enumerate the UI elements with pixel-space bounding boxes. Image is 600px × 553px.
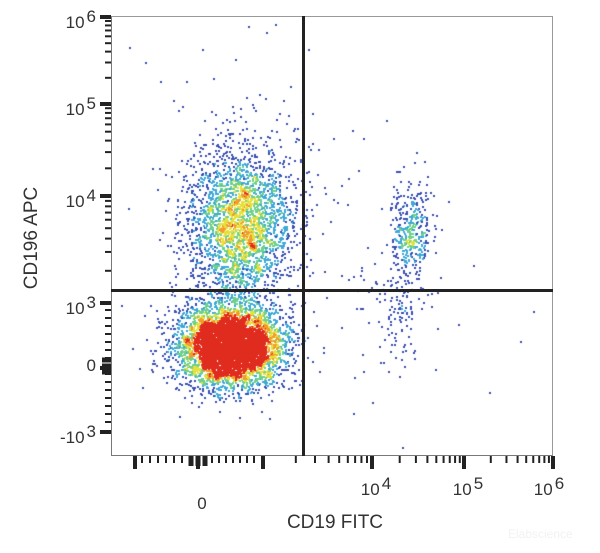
x-tick-label: 10 4 [360, 474, 392, 499]
y-tick-label: 0 [86, 356, 96, 375]
x-tick-label: 10 5 [452, 474, 484, 499]
y-tick-label: 10 5 [65, 94, 96, 119]
y-tick-label: 10 3 [65, 293, 96, 318]
x-axis-title: CD19 FITC [286, 512, 384, 533]
y-tick-label: 10 6 [65, 7, 96, 32]
quadrant-gate-vertical[interactable] [302, 16, 305, 456]
y-axis-title: CD196 APC [21, 186, 42, 290]
y-tick-label: 10 4 [65, 186, 96, 211]
x-tick-label: 0 [197, 494, 207, 513]
scatter-density-plot [111, 16, 553, 456]
watermark: Elabscience [508, 527, 573, 541]
x-tick-label: 10 6 [533, 474, 565, 499]
y-tick-label: -10 3 [59, 422, 96, 447]
quadrant-gate-horizontal[interactable] [111, 289, 553, 292]
